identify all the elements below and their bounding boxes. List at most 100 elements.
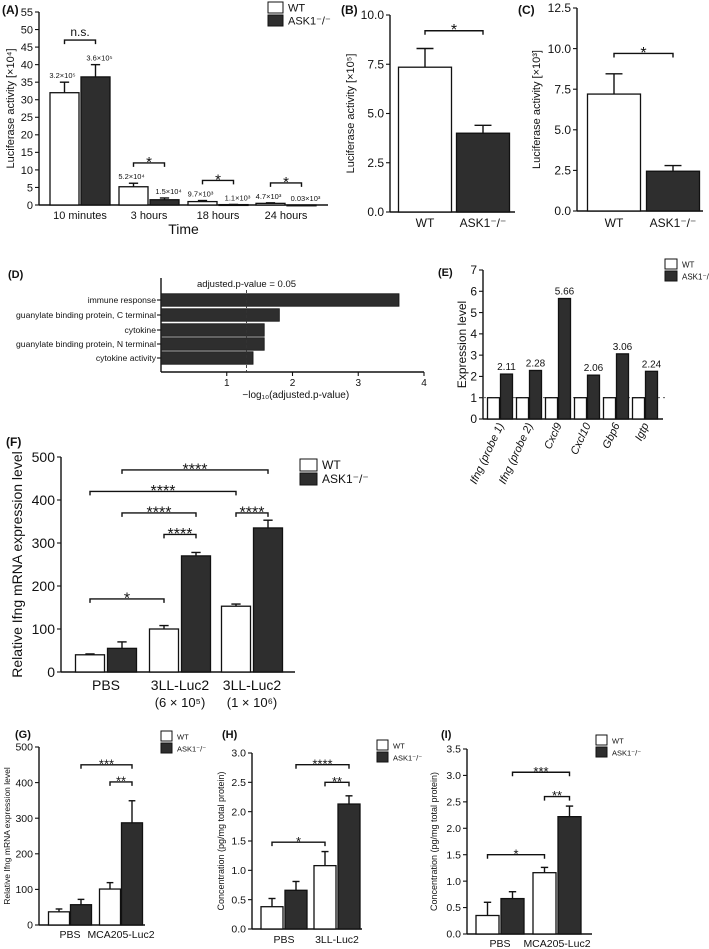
- bar: [615, 353, 630, 420]
- y-tick-label: 0.0: [367, 205, 384, 219]
- y-tick-label: 7.5: [554, 82, 571, 96]
- x-tick-label: ASK1⁻/⁻: [460, 216, 507, 230]
- panel-f: (F) 0 100 200 300 400 500 Relative Ifng mRNA ex…: [6, 435, 369, 710]
- significance-bracket: [613, 52, 674, 58]
- bar: [47, 911, 71, 926]
- significance-label: *: [215, 172, 221, 189]
- y-tick-label: 500: [15, 742, 33, 754]
- bar: [160, 351, 254, 365]
- x-tick-label: PBS: [92, 677, 120, 693]
- y-axis-label: Concentration (pg/mg total protein): [216, 771, 226, 910]
- x-tick-label: Cxcl9: [542, 421, 565, 451]
- bar: [586, 93, 642, 212]
- significance-bracket: [89, 598, 165, 603]
- significance-label: ****: [147, 504, 172, 521]
- x-tick-label: 3: [355, 378, 361, 389]
- bar: [313, 864, 337, 930]
- y-tick-label: 400: [32, 492, 56, 508]
- y-tick-label: 3.0: [231, 748, 246, 760]
- bar: [500, 897, 525, 935]
- y-tick-label: 2.0: [446, 823, 461, 835]
- bar: [106, 647, 138, 673]
- bar: [160, 337, 265, 351]
- significance-label: ****: [183, 461, 208, 478]
- bar: [602, 397, 617, 420]
- significance-bracket: [235, 512, 269, 517]
- significance-label: ****: [312, 756, 332, 771]
- significance-bracket: [324, 781, 350, 787]
- legend-swatch: [267, 1, 284, 14]
- x-axis-label: −log₁₀(adjusted.p-value): [242, 390, 349, 401]
- bar: [160, 308, 280, 322]
- bar: [98, 888, 122, 926]
- x-tick-label: Igtp: [633, 421, 652, 443]
- y-tick-label: 3: [470, 348, 477, 362]
- bar-value-label: 5.66: [555, 287, 575, 298]
- x-tick-label: 10 minutes: [53, 210, 107, 222]
- panel-label: (A): [2, 3, 19, 17]
- y-tick-label: 5.0: [554, 123, 571, 137]
- significance-bracket: [163, 533, 197, 539]
- legend-label: ASK1⁻/⁻: [612, 749, 641, 758]
- bar: [631, 397, 646, 420]
- bar: [397, 66, 453, 213]
- legend-swatch: [595, 746, 608, 758]
- bar-value-label: 4.7×10³: [256, 192, 282, 201]
- threshold-label: adjusted.p-value = 0.05: [197, 279, 296, 290]
- y-tick-label: 0.0: [231, 924, 246, 936]
- y-tick-label: 0.5: [231, 894, 246, 906]
- bar: [557, 816, 582, 935]
- bar: [220, 605, 252, 673]
- bar-value-label: 1.5×10⁴: [155, 187, 181, 196]
- significance-bracket: [271, 841, 326, 847]
- significance-label: *: [513, 846, 518, 861]
- significance-bracket: [295, 764, 350, 769]
- y-tick-label: 12.5: [548, 1, 572, 15]
- y-tick-label: 200: [15, 848, 33, 860]
- y-tick-label: 10.0: [548, 42, 572, 56]
- legend-swatch: [664, 270, 678, 282]
- y-tick-label: 2.5: [367, 156, 384, 170]
- y-tick-label: 500: [32, 449, 56, 465]
- panel-d: (D) 1 2 3 4 −log₁₀(adjusted.p-value) immune re…: [8, 269, 427, 401]
- legend-label: WT: [612, 737, 624, 746]
- y-tick-label: 10.0: [361, 8, 385, 22]
- bar-value-label: 1.1×10³: [225, 193, 251, 202]
- bar: [187, 200, 218, 206]
- bar-value-label: 9.7×10³: [188, 190, 214, 199]
- significance-bracket: [269, 182, 303, 187]
- legend-label: ASK1⁻/⁻: [682, 273, 709, 282]
- panel-label: (F): [6, 435, 21, 449]
- x-tick-label: MCA205-Luc2: [87, 929, 154, 941]
- y-tick-label: 2.5: [231, 777, 246, 789]
- significance-bracket: [80, 764, 133, 769]
- significance-label: *: [146, 154, 152, 171]
- significance-label: n.s.: [70, 25, 89, 39]
- x-tick-label: 3LL-Luc2: [223, 677, 282, 693]
- bar: [455, 132, 511, 213]
- significance-label: *: [283, 174, 289, 191]
- significance-label: **: [552, 788, 562, 803]
- bar: [573, 397, 588, 420]
- panel-label: (D): [8, 269, 24, 281]
- y-tick-label: 10: [21, 165, 33, 177]
- x-tick-label: 3LL-Luc2: [151, 677, 210, 693]
- bar: [149, 199, 180, 206]
- y-tick-label: 5: [470, 306, 477, 320]
- y-tick-label: 55: [21, 7, 33, 19]
- bar-value-label: 2.24: [642, 359, 662, 370]
- bar: [284, 889, 308, 930]
- y-tick-label: 1.0: [446, 876, 461, 888]
- bar-value-label: 0.03×10³: [291, 194, 321, 203]
- x-tick-label: Cxcl10: [569, 420, 594, 456]
- bar: [557, 297, 572, 420]
- y-tick-label: 2: [470, 370, 477, 384]
- bar: [260, 906, 284, 930]
- y-tick-label: 25: [21, 112, 33, 124]
- y-axis-label: Luciferase activity [×10³]: [531, 50, 543, 169]
- y-tick-label: 35: [21, 77, 33, 89]
- x-axis-label: Time: [168, 221, 199, 237]
- y-axis-label: Relative Ifng mRNA expression level: [2, 767, 12, 905]
- y-tick-label: 100: [32, 621, 56, 637]
- x-tick-label: 18 hours: [197, 210, 240, 222]
